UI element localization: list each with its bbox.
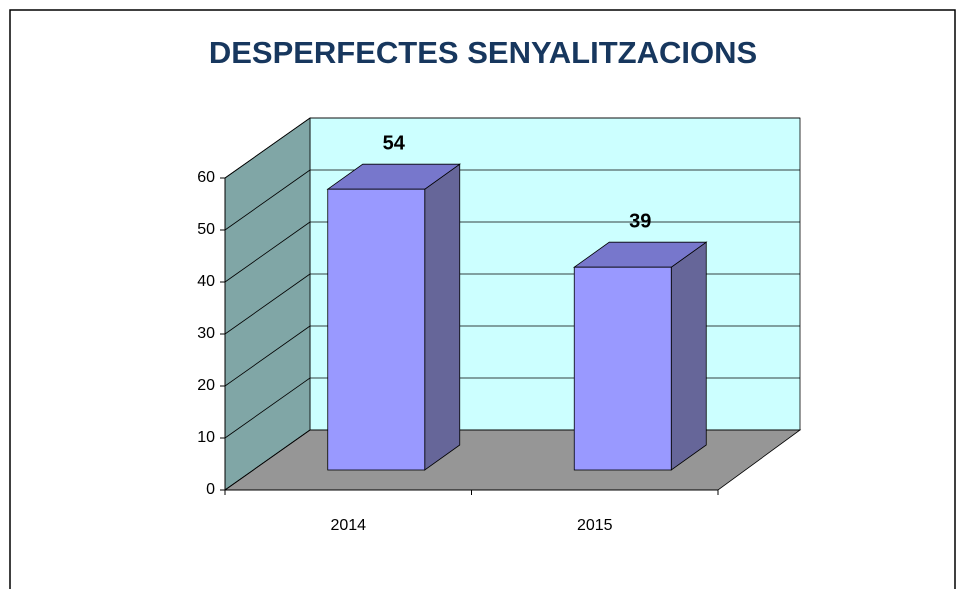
grid-line [224, 169, 311, 231]
chart-title: DESPERFECTES SENYALITZACIONS [209, 35, 757, 70]
grid-line [224, 273, 311, 335]
y-tick-label: 60 [197, 169, 215, 186]
bar [573, 266, 672, 471]
grid-line [224, 377, 311, 439]
value-label: 39 [629, 210, 651, 232]
y-tick-label: 20 [197, 377, 215, 394]
grid-line [224, 117, 311, 179]
bar-side [670, 241, 707, 471]
floor [223, 429, 802, 491]
grid-line [224, 221, 311, 283]
y-tick-label: 10 [197, 429, 215, 446]
y-tick-label: 50 [197, 221, 215, 238]
x-tick-label: 2014 [330, 517, 366, 534]
plot [220, 117, 800, 491]
y-tick-label: 0 [206, 481, 215, 498]
y-tick-label: 30 [197, 325, 215, 342]
value-label: 54 [383, 132, 406, 154]
y-tick-label: 40 [197, 273, 215, 290]
grid-line [224, 325, 311, 387]
bar [327, 188, 426, 471]
x-tick-label: 2015 [577, 517, 613, 534]
bar-side [424, 163, 461, 471]
grid-line [224, 429, 311, 491]
